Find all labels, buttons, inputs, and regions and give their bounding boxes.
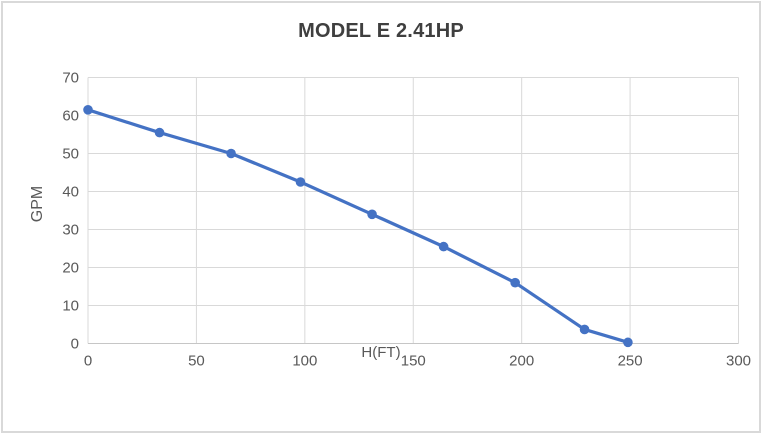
- data-point-marker: [623, 337, 633, 348]
- data-point-marker: [154, 127, 165, 138]
- data-point-marker: [579, 324, 590, 335]
- chart-title: MODEL E 2.41HP: [298, 20, 464, 42]
- y-tick-label: 0: [71, 336, 79, 353]
- x-tick-label: 200: [509, 353, 534, 370]
- data-point-marker: [295, 177, 306, 187]
- data-point-marker: [367, 209, 377, 220]
- x-tick-label: 150: [401, 353, 426, 370]
- x-tick-label: 100: [292, 353, 317, 370]
- x-axis-title: H(FT): [361, 344, 401, 361]
- data-point-marker: [83, 105, 93, 115]
- x-tick-label: 250: [618, 353, 643, 370]
- y-tick-label: 60: [62, 108, 79, 125]
- y-tick-label: 10: [62, 298, 79, 315]
- y-tick-label: 50: [62, 146, 79, 163]
- x-tick-label: 0: [84, 353, 92, 370]
- x-tick-label: 50: [188, 353, 205, 370]
- plot-area: 0 50 100 150 200 250 300 0 10 20 30 40 50 60 70: [62, 70, 751, 370]
- y-tick-label: 30: [62, 222, 79, 239]
- data-point-marker: [510, 277, 520, 288]
- data-point-marker: [438, 241, 449, 252]
- y-tick-label: 70: [62, 70, 79, 87]
- y-tick-label: 40: [62, 184, 79, 201]
- y-tick-label: 20: [62, 260, 79, 277]
- data-point-marker: [226, 148, 236, 159]
- series-line: [86, 108, 630, 344]
- x-tick-label: 300: [726, 353, 751, 370]
